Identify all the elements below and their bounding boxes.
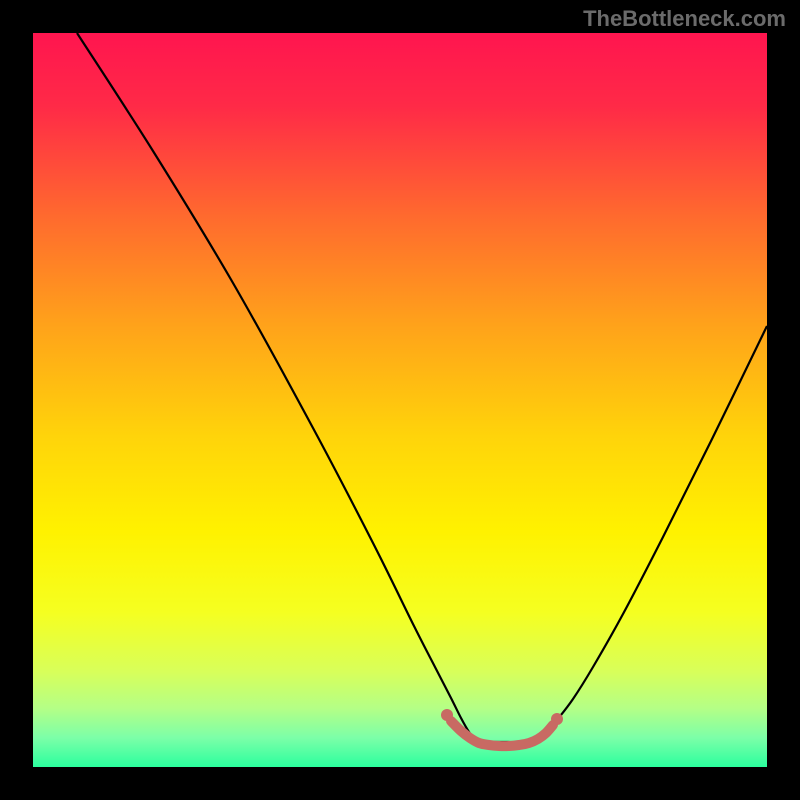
plot-svg [33, 33, 767, 767]
gradient-background [33, 33, 767, 767]
marker-dot [441, 709, 453, 721]
chart-frame: TheBottleneck.com [0, 0, 800, 800]
marker-dot [551, 713, 563, 725]
plot-area [33, 33, 767, 767]
watermark-text: TheBottleneck.com [583, 6, 786, 32]
